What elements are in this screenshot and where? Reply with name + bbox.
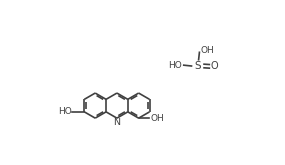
Text: N: N	[113, 118, 121, 127]
Text: O: O	[211, 61, 218, 71]
Text: OH: OH	[150, 114, 164, 123]
Text: HO: HO	[58, 107, 72, 116]
Text: S: S	[194, 61, 201, 71]
Text: OH: OH	[201, 46, 215, 55]
Text: HO: HO	[168, 61, 182, 70]
